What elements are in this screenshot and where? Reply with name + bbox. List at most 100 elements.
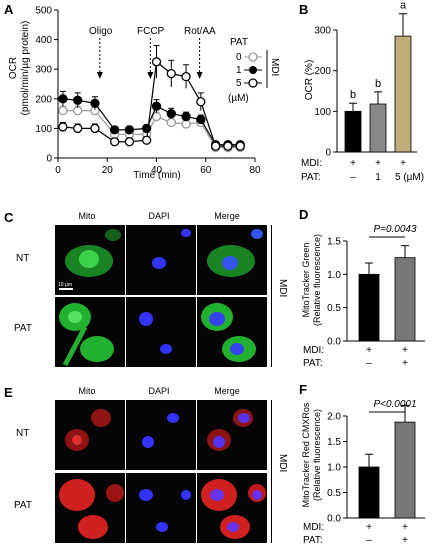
- panel-d-bar-1: [358, 273, 380, 342]
- significance-letter: a: [400, 0, 407, 12]
- panel-f-ytick-label: 0.5: [327, 488, 341, 499]
- panel-a-xtick-label: 0: [55, 165, 61, 176]
- panel-d-ytick-label: 0.0: [327, 337, 341, 348]
- panel-f-plot: [358, 404, 416, 519]
- panel-a-ytick-label: 200: [35, 94, 52, 105]
- annotation-fccp: FCCP: [137, 26, 165, 37]
- event-arrow-head: [147, 72, 154, 79]
- image-e-nt-mito: [55, 400, 125, 470]
- panel-f-mdi-2: +: [402, 522, 408, 533]
- panel-f-ylabel-2: (Relative fluorescence): [312, 409, 322, 501]
- panel-e: E Mito DAPI Merge NT PAT MDI: [0, 380, 290, 548]
- panel-d-plot: [358, 236, 416, 342]
- data-point-5: [58, 122, 68, 132]
- data-point-5: [166, 68, 176, 79]
- panel-a-ytick-label: 400: [35, 35, 52, 46]
- panel-f-ylabel-1: MitoTracker Red CMXRos: [301, 402, 311, 507]
- significance-letter: b: [375, 78, 381, 90]
- panel-d-bar-2: [394, 257, 416, 342]
- panel-e-label: E: [4, 385, 13, 400]
- panel-c-side-label: MDI: [277, 279, 288, 298]
- image-c-nt-dapi: [126, 225, 196, 295]
- panel-a-ytick-label: 100: [35, 124, 52, 135]
- panel-a-ytick-label: 500: [35, 6, 52, 17]
- image-c-pat-mito: [55, 297, 125, 367]
- data-point-5: [141, 135, 152, 145]
- data-point-5: [73, 123, 83, 134]
- panel-b-bar-3: [394, 35, 412, 153]
- panel-d-mdi-1: +: [366, 345, 372, 356]
- panel-d-pat-2: +: [402, 358, 408, 369]
- panel-a-ytick-label: 300: [35, 65, 52, 76]
- data-point-1: [151, 101, 162, 111]
- panel-e-header-mito: Mito: [78, 386, 96, 396]
- panel-d-pvalue: P=0.0043: [373, 224, 417, 235]
- panel-b-plot: b b a: [344, 0, 412, 153]
- data-point-5: [90, 123, 100, 134]
- panel-d-ylabel-2: (Relative fluorescence): [312, 234, 322, 326]
- panel-e-header-merge: Merge: [214, 386, 240, 396]
- legend-group-label: MDI: [269, 58, 280, 76]
- panel-d-row-mdi: MDI:: [303, 345, 324, 356]
- event-arrow-head: [96, 72, 103, 79]
- data-point-5: [124, 137, 135, 147]
- panel-a-xtick-label: 80: [249, 165, 261, 176]
- panel-e-header-dapi: DAPI: [148, 386, 170, 396]
- panel-c-row-nt: NT: [16, 253, 30, 264]
- data-point-5: [109, 137, 120, 147]
- image-e-pat-dapi: [126, 473, 196, 543]
- panel-d-ytick-label: 0.5: [327, 303, 341, 314]
- panel-f-ytick-label: 1.5: [327, 437, 341, 448]
- panel-b-pat-2: 1: [375, 172, 381, 183]
- panel-d-mdi-2: +: [402, 345, 408, 356]
- panel-d-chart: D MitoTracker Green (Relative fluorescen…: [299, 207, 425, 369]
- panel-e-row-pat: PAT: [14, 500, 32, 511]
- data-point-1: [90, 98, 100, 108]
- panel-a-chart: A OCR (pmol/min/µg protein) Time (min) 0…: [4, 2, 280, 181]
- panel-a-xtick-label: 20: [102, 165, 114, 176]
- panel-c-label: C: [4, 210, 14, 225]
- image-e-pat-mito: [55, 473, 125, 543]
- panel-d-ytick-label: 1.5: [327, 237, 341, 248]
- data-point-5: [223, 141, 233, 151]
- data-point-5: [235, 141, 245, 151]
- image-e-pat-merge: [197, 473, 267, 543]
- panel-a-ylabel-2: (pmol/min/µg protein): [20, 21, 31, 116]
- panel-b-ytick-label: 200: [314, 66, 331, 77]
- panel-b-mdi-1: +: [350, 158, 356, 169]
- panel-e-side-label: MDI: [277, 454, 288, 473]
- panel-b-label: B: [299, 2, 308, 17]
- panel-a-xtick-label: 60: [200, 165, 212, 176]
- legend-item-5: 5: [236, 78, 242, 89]
- panel-c-header-mito: Mito: [78, 211, 96, 221]
- panel-a-xtick-label: 40: [151, 165, 163, 176]
- panel-d-ytick-label: 1.0: [327, 270, 341, 281]
- panel-d-ylabel-1: MitoTracker Green: [301, 243, 311, 318]
- data-point-1: [181, 111, 191, 122]
- panel-a-label: A: [4, 2, 14, 17]
- panel-f-mdi-1: +: [366, 522, 372, 533]
- scale-bar-label: 10 µm: [58, 282, 72, 288]
- legend-item-0: 0: [236, 52, 242, 63]
- panel-f-chart: F MitoTracker Red CMXRos (Relative fluor…: [299, 382, 425, 546]
- data-point-0: [166, 117, 176, 128]
- panel-f-row-mdi: MDI:: [303, 522, 324, 533]
- event-arrow-head: [196, 72, 203, 79]
- image-c-pat-merge: [197, 297, 267, 367]
- panel-c: C Mito DAPI Merge NT PAT 10 µm MDI: [0, 205, 290, 370]
- data-point-1: [196, 114, 206, 125]
- image-c-pat-dapi: [126, 297, 196, 367]
- panel-b-row-pat: PAT:: [301, 172, 321, 183]
- panel-f-label: F: [299, 382, 307, 397]
- panel-b-bar-2: [369, 103, 387, 153]
- data-point-0: [58, 105, 68, 116]
- panel-a-plot: [58, 38, 245, 153]
- data-point-5: [151, 57, 162, 67]
- image-e-nt-merge: [197, 400, 267, 470]
- panel-f-pvalue: P<0.0001: [373, 399, 416, 410]
- panel-b-mdi-2: +: [375, 158, 381, 169]
- panel-c-side-bracket: [271, 225, 272, 367]
- data-point-1: [73, 95, 83, 105]
- panel-b-chart: B OCR (%) 0 100 200 300 b b a MDI: PAT: + + +…: [299, 0, 424, 183]
- data-point-1: [124, 125, 135, 135]
